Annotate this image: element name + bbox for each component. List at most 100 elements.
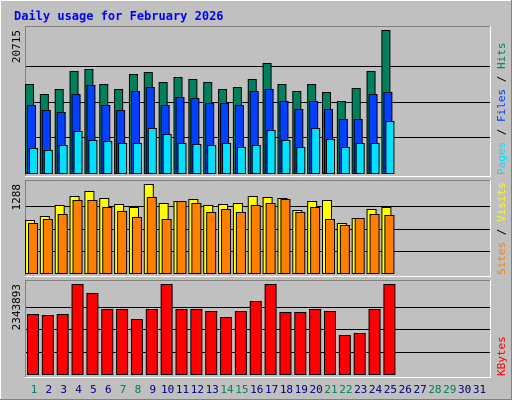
bar-sites-day-12 (191, 203, 202, 274)
day-label-3: 3 (60, 383, 67, 396)
bar-pages-day-9 (147, 128, 157, 174)
bar-sites-day-17 (265, 203, 276, 274)
bar-sites-day-15 (235, 212, 246, 274)
day-label-8: 8 (135, 383, 142, 396)
bar-sites-day-22 (339, 225, 350, 274)
panel-usage: 20715 Pages / Files / Hits (10, 26, 508, 177)
day-label-21: 21 (324, 383, 337, 396)
bar-pages-day-12 (192, 144, 202, 174)
bar-kbytes-day-1 (27, 314, 39, 375)
day-label-26: 26 (399, 383, 412, 396)
bar-pages-day-24 (370, 143, 380, 174)
day-label-23: 23 (354, 383, 367, 396)
bar-kbytes-day-3 (56, 314, 69, 375)
bar-kbytes-day-24 (368, 309, 381, 375)
y-max-label-usage: 20715 (10, 30, 23, 63)
bar-pages-day-16 (251, 145, 261, 174)
bar-sites-day-25 (384, 215, 395, 274)
bar-kbytes-day-17 (264, 284, 277, 375)
bar-pages-day-2 (43, 150, 53, 174)
bar-sites-day-23 (354, 218, 365, 274)
day-label-9: 9 (149, 383, 156, 396)
bar-sites-day-10 (161, 219, 172, 274)
bar-sites-day-14 (221, 209, 232, 274)
bar-kbytes-day-19 (294, 312, 307, 375)
bar-kbytes-day-11 (175, 309, 188, 375)
day-label-17: 17 (265, 383, 278, 396)
bar-sites-day-4 (72, 200, 83, 274)
bar-kbytes-day-6 (101, 309, 114, 375)
bar-kbytes-day-22 (338, 335, 351, 375)
day-label-15: 15 (235, 383, 248, 396)
day-label-14: 14 (220, 383, 234, 396)
day-label-27: 27 (413, 383, 426, 396)
bar-kbytes-day-18 (279, 312, 292, 375)
day-label-6: 6 (105, 383, 112, 396)
bar-kbytes-day-4 (71, 284, 84, 375)
bar-kbytes-day-5 (86, 293, 99, 375)
bar-pages-day-10 (162, 134, 172, 174)
bar-pages-day-17 (266, 130, 276, 174)
bar-kbytes-day-10 (160, 284, 173, 375)
bar-pages-day-14 (222, 143, 232, 174)
bar-pages-day-20 (311, 128, 321, 174)
bar-pages-day-5 (88, 140, 98, 174)
bar-pages-day-3 (58, 145, 68, 174)
legend-part: Hits (495, 43, 508, 70)
bar-sites-day-2 (42, 219, 53, 274)
x-axis-day-labels: 1 2 3 4 5 6 7 8 9 10 11 12 13 14 15 16 17 18 19 20 21 22 23 24 2… (31, 383, 486, 396)
bar-pages-day-8 (132, 143, 142, 174)
bar-kbytes-day-13 (205, 311, 218, 375)
legend-part: / (495, 69, 508, 89)
bar-kbytes-day-15 (234, 311, 247, 375)
day-label-31: 31 (473, 383, 486, 396)
day-label-20: 20 (310, 383, 323, 396)
bar-kbytes-day-21 (324, 311, 336, 375)
bar-pages-day-18 (281, 140, 291, 174)
bar-kbytes-day-16 (249, 301, 262, 375)
bar-kbytes-day-12 (190, 309, 203, 375)
legend-part: / (495, 122, 508, 142)
legend-usage: Pages / Files / Hits (495, 43, 508, 176)
series-kbytes (27, 284, 396, 375)
day-label-7: 7 (120, 383, 127, 396)
bar-sites-day-13 (206, 212, 217, 274)
bar-kbytes-day-23 (353, 333, 366, 375)
bar-kbytes-day-25 (383, 284, 396, 375)
bar-kbytes-day-2 (41, 315, 54, 375)
day-label-13: 13 (206, 383, 219, 396)
day-label-10: 10 (161, 383, 174, 396)
bar-kbytes-day-8 (130, 319, 143, 375)
series-sites (28, 197, 395, 274)
bar-kbytes-day-20 (309, 309, 322, 375)
bar-kbytes-day-14 (220, 317, 233, 375)
legend-visits: Sites / Visits (495, 182, 508, 275)
bar-sites-day-16 (250, 205, 261, 274)
bar-pages-day-23 (355, 143, 365, 174)
bar-pages-day-22 (340, 147, 350, 174)
bar-sites-day-1 (28, 223, 38, 274)
day-label-22: 22 (339, 383, 352, 396)
bar-pages-day-4 (73, 131, 83, 174)
bar-sites-day-19 (295, 212, 306, 274)
bar-sites-day-3 (57, 214, 68, 274)
bar-pages-day-1 (29, 148, 38, 174)
day-label-30: 30 (458, 383, 471, 396)
day-label-1: 1 (31, 383, 38, 396)
bar-pages-day-19 (296, 147, 306, 174)
legend-part: Visits (495, 182, 508, 222)
panel-visits: 1288 Sites / Visits (10, 180, 508, 277)
day-label-28: 28 (428, 383, 441, 396)
day-label-12: 12 (191, 383, 204, 396)
legend-part: Files (495, 89, 508, 122)
legend-part: / (495, 222, 508, 242)
bar-pages-day-6 (103, 141, 113, 174)
bar-pages-day-15 (236, 147, 246, 174)
y-max-label-kbytes: 2343893 (10, 284, 23, 330)
bar-pages-day-11 (177, 143, 187, 174)
bar-sites-day-24 (369, 214, 380, 274)
legend-kbytes: KBytes (495, 336, 508, 376)
day-label-16: 16 (250, 383, 263, 396)
bar-pages-day-21 (326, 139, 335, 174)
